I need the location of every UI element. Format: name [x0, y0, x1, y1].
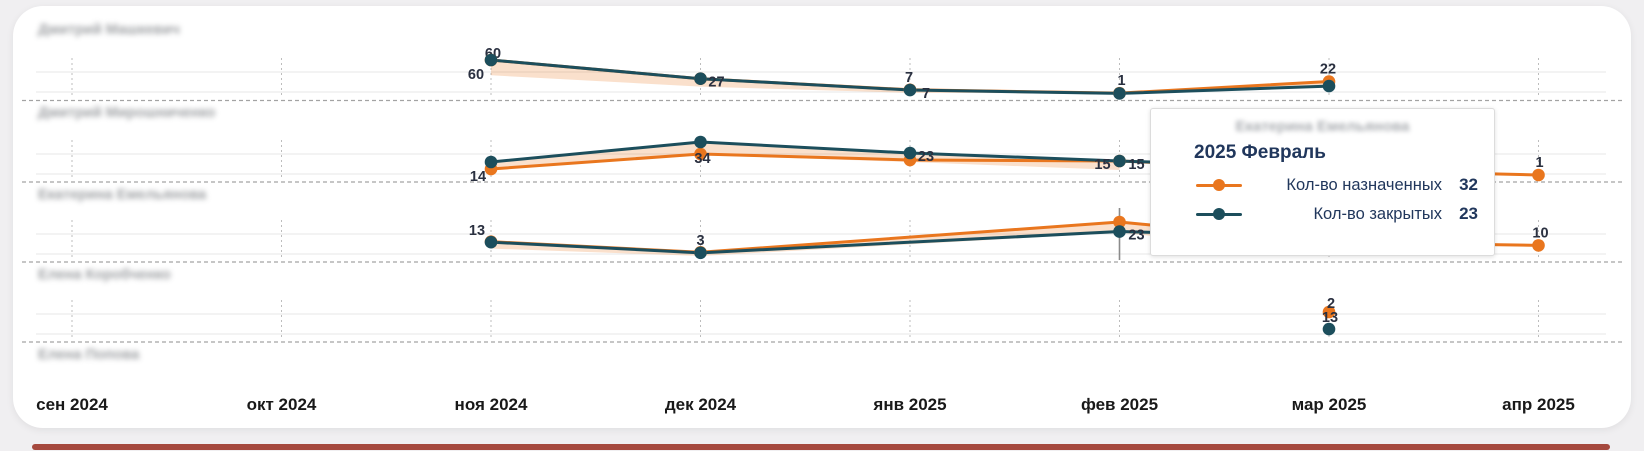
data-point-label: 15 [1094, 157, 1110, 173]
data-point-assigned[interactable] [1113, 215, 1126, 229]
data-point-closed[interactable] [903, 146, 917, 160]
data-point-label: 1 [1535, 155, 1543, 171]
tooltip-series-value: 23 [1459, 204, 1478, 223]
x-axis-label: мар 2025 [1292, 395, 1367, 414]
data-point-label: 1 [1117, 73, 1125, 89]
panel-person-label: Дмитрий Машкевич [38, 22, 180, 38]
data-point-closed[interactable] [484, 53, 498, 67]
x-axis-label: сен 2024 [36, 395, 108, 414]
x-axis-label: ноя 2024 [455, 395, 528, 414]
tooltip-period: 2025 Февраль [1194, 142, 1326, 163]
data-point-closed[interactable] [1113, 154, 1126, 168]
tooltip-series-label: Кол-во закрытых [1313, 204, 1442, 223]
panel-person-label: Екатерина Емельянова [38, 187, 207, 203]
data-point-closed[interactable] [903, 83, 917, 97]
data-point-label: 23 [918, 149, 934, 165]
data-point-label: 2 [1327, 296, 1335, 312]
data-point-label: 34 [694, 151, 710, 167]
data-point-closed[interactable] [1113, 225, 1126, 238]
data-point-closed[interactable] [484, 235, 498, 249]
tooltip-series-label: Кол-во назначенных [1286, 175, 1442, 194]
assigned-series-marker-icon [1196, 179, 1242, 191]
data-point-label: 14 [470, 169, 486, 185]
data-point-label: 22 [1320, 62, 1336, 78]
series-area [491, 60, 1329, 94]
panel-person-label: Елена Коробченко [38, 267, 171, 283]
data-point-closed[interactable] [1322, 322, 1336, 336]
data-point-closed[interactable] [694, 72, 707, 85]
data-point-label: 23 [1128, 228, 1144, 244]
data-point-assigned[interactable] [694, 147, 707, 161]
data-point-label: 7 [905, 70, 913, 86]
data-point-label: 15 [1128, 157, 1144, 173]
x-axis-label: апр 2025 [1502, 395, 1575, 414]
panel-person-label: Елена Попова [38, 347, 140, 363]
tooltip-row-closed: Кол-во закрытых 23 [1196, 204, 1478, 224]
x-axis-label: фев 2025 [1081, 395, 1158, 414]
tooltip-row-assigned: Кол-во назначенных 32 [1196, 175, 1478, 195]
data-point-label: 60 [468, 67, 484, 83]
x-axis-label: дек 2024 [665, 395, 737, 414]
data-point-assigned[interactable] [1532, 239, 1545, 252]
data-point-label: 3 [696, 233, 704, 249]
tooltip-series-value: 32 [1459, 175, 1478, 194]
bottom-accent-bar [32, 444, 1610, 450]
data-point-closed[interactable] [1113, 87, 1126, 100]
x-axis-label: янв 2025 [872, 395, 946, 414]
data-point-closed[interactable] [1322, 79, 1336, 93]
closed-series-marker-icon [1196, 208, 1242, 220]
data-point-label: 27 [708, 75, 724, 91]
tooltip-person: Екатерина Емельянова [1235, 118, 1410, 135]
data-point-label: 13 [1322, 310, 1338, 326]
data-point-label: 13 [469, 223, 485, 239]
tooltip: Екатерина Емельянова 2025 Февраль Кол-во… [1150, 108, 1495, 256]
x-axis-label: окт 2024 [247, 395, 317, 414]
data-point-label: 10 [1532, 225, 1548, 241]
data-point-closed[interactable] [484, 155, 498, 169]
data-point-closed[interactable] [694, 246, 707, 260]
data-point-closed[interactable] [694, 135, 707, 149]
data-point-label: 7 [922, 86, 930, 102]
data-point-assigned[interactable] [1322, 305, 1336, 319]
panel-person-label: Дмитрий Мирошниченко [38, 105, 216, 121]
data-point-assigned[interactable] [1532, 168, 1545, 182]
